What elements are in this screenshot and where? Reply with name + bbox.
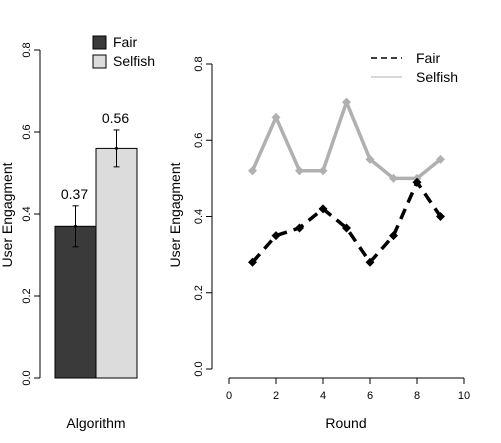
series-point-selfish xyxy=(248,166,257,176)
line-y-tick-label: 0.6 xyxy=(193,133,205,148)
bar-y-axis-label: User Engagment xyxy=(0,162,15,267)
line-x-tick-label: 2 xyxy=(273,390,279,402)
series-point-selfish xyxy=(318,166,328,176)
series-line-fair xyxy=(251,180,442,264)
series-point-fair xyxy=(412,177,422,187)
legend-swatch-fair xyxy=(92,35,107,50)
series-point-selfish xyxy=(271,112,281,122)
legend-label: Fair xyxy=(113,34,137,50)
series-point-fair xyxy=(365,257,375,267)
bar-value-labels: 0.37 0.56 xyxy=(61,110,129,202)
line-chart-panel: 0.0 0.2 0.4 0.6 0.8 0 2 4 6 8 10 Round User Engag… xyxy=(167,50,470,431)
bar-y-tick-label: 0.4 xyxy=(21,206,33,221)
series-point-selfish xyxy=(295,166,304,176)
bar-value-label: 0.37 xyxy=(61,186,88,202)
series-point-fair xyxy=(389,231,398,241)
series-point-fair xyxy=(271,231,281,241)
legend-label: Selfish xyxy=(113,53,155,69)
line-legend: Fair Selfish xyxy=(371,50,458,85)
legend-swatch-selfish xyxy=(92,54,107,69)
line-y-axis-label: User Engagment xyxy=(167,162,183,267)
line-y-tick-label: 0.4 xyxy=(193,209,205,224)
line-y-tick-label: 0.8 xyxy=(193,56,205,71)
series-line-selfish xyxy=(250,100,442,181)
bar-selfish xyxy=(95,147,138,379)
bar-chart-panel: 0.0 0.2 0.4 0.6 0.8 0.37 0.56 Algorithm User … xyxy=(0,34,155,431)
series-point-selfish xyxy=(436,154,445,164)
bar-y-tick-label: 0.6 xyxy=(21,124,33,139)
series-point-selfish xyxy=(342,97,351,107)
line-x-tick-label: 0 xyxy=(226,390,232,402)
line-x-tick-label: 10 xyxy=(458,390,470,402)
line-y-axis: 0.0 0.2 0.4 0.6 0.8 xyxy=(193,56,213,377)
line-x-axis: 0 2 4 6 8 10 xyxy=(226,377,470,402)
line-x-tick-label: 8 xyxy=(414,390,420,402)
bar-legend: Fair Selfish xyxy=(92,34,155,69)
line-x-tick-label: 4 xyxy=(320,390,326,402)
line-series-group xyxy=(248,97,445,267)
mean-point xyxy=(115,146,118,150)
series-point-selfish xyxy=(389,173,398,183)
series-point-fair xyxy=(436,212,445,221)
mean-point xyxy=(74,224,77,228)
legend-label: Selfish xyxy=(416,69,458,85)
bar-y-tick-label: 0.0 xyxy=(21,370,33,385)
series-point-fair xyxy=(342,223,351,233)
series-point-selfish xyxy=(365,154,375,164)
line-y-tick-label: 0.2 xyxy=(193,285,205,300)
bar-fair xyxy=(54,225,97,379)
bar-y-axis: 0.0 0.2 0.4 0.6 0.8 xyxy=(21,42,41,386)
bar-x-axis-label: Algorithm xyxy=(66,415,125,431)
line-y-tick-label: 0.0 xyxy=(193,361,205,376)
series-point-fair xyxy=(248,257,257,267)
bar-value-label: 0.56 xyxy=(102,110,129,126)
series-point-fair xyxy=(295,223,304,233)
series-point-fair xyxy=(318,204,328,214)
bar-y-tick-label: 0.2 xyxy=(21,288,33,303)
line-x-tick-label: 6 xyxy=(367,390,373,402)
bar-y-tick-label: 0.8 xyxy=(21,42,33,57)
bar-error-bars xyxy=(72,129,120,248)
legend-label: Fair xyxy=(416,50,440,66)
bar-series xyxy=(54,147,138,379)
line-x-axis-label: Round xyxy=(325,415,366,431)
